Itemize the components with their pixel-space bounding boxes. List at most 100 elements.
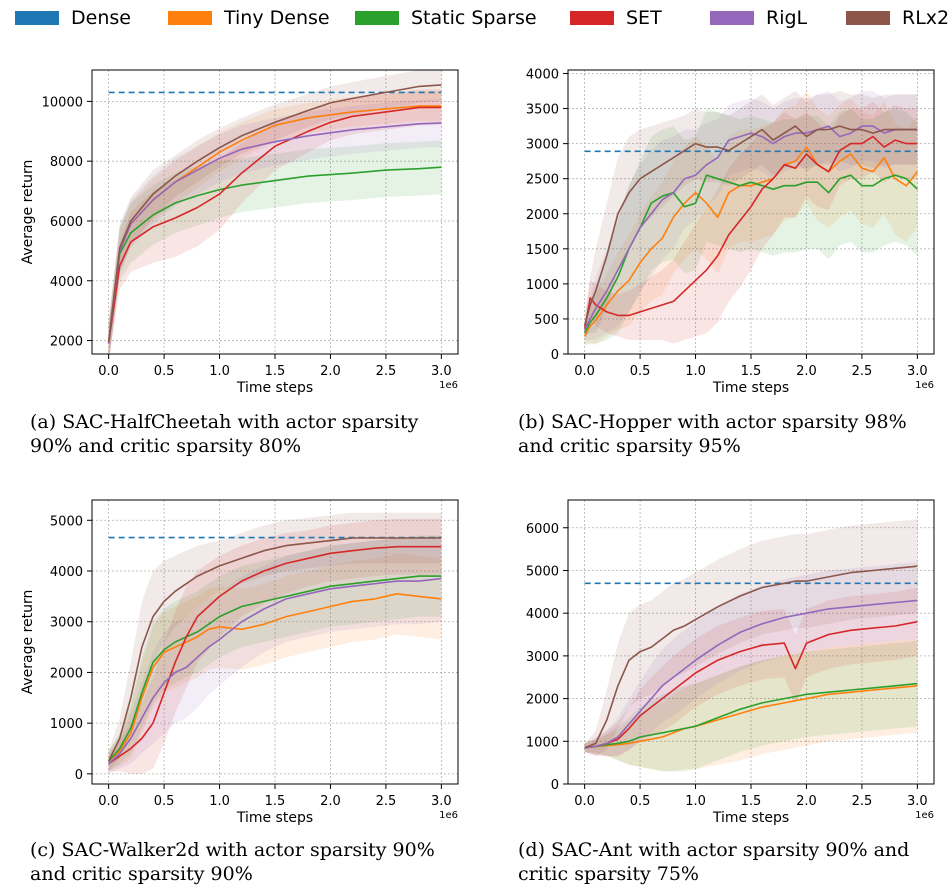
x-tick-label: 2.0 xyxy=(796,794,817,809)
y-tick-label: 1000 xyxy=(50,717,83,732)
x-tick-label: 0.0 xyxy=(574,794,595,809)
y-tick-label: 5000 xyxy=(50,514,83,529)
legend-label: RLx2 xyxy=(902,7,950,29)
y-axis-label: Average return xyxy=(20,590,36,695)
y-tick-label: 10000 xyxy=(42,95,83,110)
series-line-set xyxy=(107,106,442,344)
x-tick-label: 2.5 xyxy=(852,364,873,379)
series-line-rlx2 xyxy=(107,537,442,762)
legend-item-dense: Dense xyxy=(15,6,131,30)
x-axis-exponent: 1e6 xyxy=(439,380,458,391)
x-axis-label: Time steps xyxy=(236,810,313,826)
legend-swatch xyxy=(355,11,399,25)
series-line-rigl xyxy=(583,125,918,330)
legend-swatch xyxy=(15,11,59,25)
y-tick-label: 4000 xyxy=(50,275,83,290)
x-axis-label: Time steps xyxy=(712,810,789,826)
x-axis-exponent: 1e6 xyxy=(439,810,458,821)
legend-label: Static Sparse xyxy=(411,7,537,29)
x-tick-label: 0.0 xyxy=(574,364,595,379)
y-tick-label: 4000 xyxy=(526,68,559,83)
legend-label: Tiny Dense xyxy=(224,7,330,29)
band-rlx2 xyxy=(584,519,918,757)
y-tick-label: 2000 xyxy=(50,335,83,350)
y-tick-label: 2000 xyxy=(50,666,83,681)
series-line-set xyxy=(108,545,442,765)
band-rlx2 xyxy=(108,512,442,772)
x-tick-label: 2.0 xyxy=(796,364,817,379)
y-tick-label: 1000 xyxy=(526,735,559,750)
y-tick-label: 3000 xyxy=(526,650,559,665)
legend-label: SET xyxy=(626,7,662,29)
chart-svg: 0.0 0.5 1.0 1.5 2.0 2.5 3.0 0 500 1000 1500 2000 250… xyxy=(526,68,935,396)
band-static-sparse xyxy=(108,140,442,354)
series-line-tiny-dense xyxy=(583,146,919,337)
panel-ant: 0.0 0.5 1.0 1.5 2.0 2.5 3.0 0 1000 2000 3000 4000 50… xyxy=(476,482,951,832)
x-tick-label: 2.0 xyxy=(320,794,341,809)
band-rigl xyxy=(108,535,442,774)
y-tick-label: 4000 xyxy=(50,565,83,580)
x-axis-exponent: 1e6 xyxy=(915,810,934,821)
legend: Dense Tiny Dense Static Sparse SET RigL RLx2 xyxy=(0,0,951,40)
y-tick-label: 3000 xyxy=(50,616,83,631)
series-line-tiny-dense xyxy=(584,685,918,749)
band-rigl xyxy=(584,561,918,757)
band-set xyxy=(584,587,918,757)
x-tick-label: 1.0 xyxy=(209,794,230,809)
x-tick-label: 2.5 xyxy=(376,364,397,379)
series-line-rlx2 xyxy=(584,565,918,749)
chart-svg: 0.0 0.5 1.0 1.5 2.0 2.5 3.0 0 1000 2000 3000 4000 50… xyxy=(526,499,935,826)
band-tiny-dense xyxy=(108,90,442,354)
caption-ant: (d) SAC-Ant with actor sparsity 90% and … xyxy=(518,839,910,885)
x-tick-label: 1.0 xyxy=(209,364,230,379)
series-line-set xyxy=(584,620,918,749)
panel-hopper: 0.0 0.5 1.0 1.5 2.0 2.5 3.0 0 500 1000 1500 2000 250… xyxy=(476,52,951,402)
series-line-tiny-dense xyxy=(108,593,442,762)
legend-item-rlx2: RLx2 xyxy=(846,6,949,30)
band-rigl xyxy=(108,98,442,354)
x-tick-label: 1.5 xyxy=(741,794,762,809)
legend-item-set: SET xyxy=(570,6,662,30)
legend-swatch xyxy=(846,11,890,25)
x-tick-label: 0.5 xyxy=(154,364,175,379)
y-tick-label: 2000 xyxy=(526,208,559,223)
y-tick-label: 1000 xyxy=(526,278,559,293)
band-rigl xyxy=(584,91,918,340)
x-tick-label: 2.0 xyxy=(320,364,341,379)
band-tiny-dense xyxy=(108,553,442,772)
series-line-rigl xyxy=(108,577,442,765)
x-tick-label: 3.0 xyxy=(907,794,928,809)
y-tick-label: 3000 xyxy=(526,138,559,153)
band-set xyxy=(108,518,442,774)
series-line-rlx2 xyxy=(583,125,918,327)
series-line-rlx2 xyxy=(107,84,442,343)
band-rlx2 xyxy=(108,70,442,354)
x-tick-label: 1.0 xyxy=(685,794,706,809)
series-line-static-sparse xyxy=(107,575,442,762)
x-tick-label: 2.5 xyxy=(376,794,397,809)
x-tick-label: 1.5 xyxy=(265,364,286,379)
caption-halfcheetah: (a) SAC-HalfCheetah with actor sparsity … xyxy=(30,411,419,457)
legend-label: RigL xyxy=(766,7,808,29)
caption-hopper: (b) SAC-Hopper with actor sparsity 98% a… xyxy=(518,411,907,457)
y-tick-label: 3500 xyxy=(526,103,559,118)
x-tick-label: 1.0 xyxy=(685,364,706,379)
y-tick-label: 2000 xyxy=(526,693,559,708)
chart-svg: 0.0 0.5 1.0 1.5 2.0 2.5 3.0 2000 4000 6000 8000 100… xyxy=(20,69,459,396)
x-tick-label: 2.5 xyxy=(852,794,873,809)
x-tick-label: 1.5 xyxy=(741,364,762,379)
x-tick-label: 3.0 xyxy=(431,364,452,379)
y-tick-label: 2500 xyxy=(526,173,559,188)
y-tick-label: 0 xyxy=(551,778,559,793)
chart-svg: 0.0 0.5 1.0 1.5 2.0 2.5 3.0 0 1000 2000 3000 4000 50… xyxy=(20,499,459,826)
y-tick-label: 8000 xyxy=(50,155,83,170)
x-axis-label: Time steps xyxy=(236,380,313,396)
panel-walker2d: 0.0 0.5 1.0 1.5 2.0 2.5 3.0 0 1000 2000 3000 4000 50… xyxy=(0,482,475,832)
band-rlx2 xyxy=(584,91,918,337)
y-tick-label: 0 xyxy=(551,348,559,363)
y-tick-label: 0 xyxy=(75,768,83,783)
series-line-rigl xyxy=(584,599,918,749)
y-tick-label: 4000 xyxy=(526,607,559,622)
x-axis-label: Time steps xyxy=(712,380,789,396)
series-line-set xyxy=(583,135,918,330)
